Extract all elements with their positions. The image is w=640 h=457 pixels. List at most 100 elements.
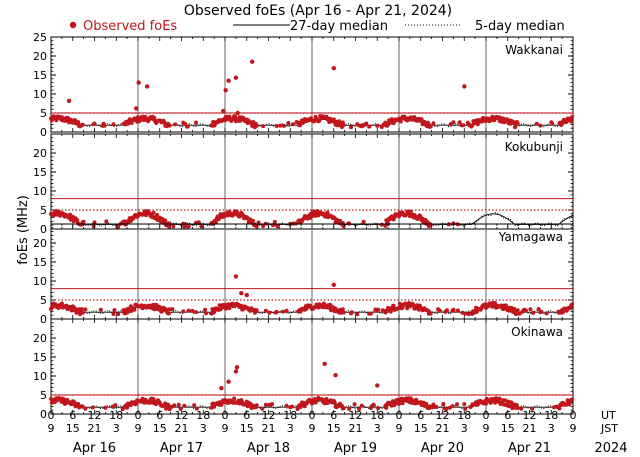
observed-spike-point [226,379,231,384]
x-day-label: Apr 17 [160,441,203,456]
observed-spike-point [233,274,239,279]
x-tick-label-ut: 6 [330,409,337,422]
x-tick-label-ut: 12 [262,409,276,422]
observed-point [152,115,157,120]
observed-point [341,224,346,229]
panel-wakkanai: 0 5 10 15 20 25 Wakkanai [33,31,575,139]
observed-point [263,308,268,313]
x-tick-label-jst: 15 [153,422,167,435]
observed-point [190,308,195,313]
x-tick-label-jst: 21 [88,422,102,435]
x-tick-label-jst: 21 [436,422,450,435]
observed-point [376,307,381,312]
x-tick-label-jst: 21 [523,422,537,435]
observed-point [83,406,88,411]
observed-point [234,209,239,214]
observed-point [104,219,109,224]
observed-point [455,402,459,407]
chart-title: Observed foEs (Apr 16 - Apr 21, 2024) [184,3,452,19]
x-tick-label-jst: 3 [200,422,207,435]
observed-point [237,214,242,219]
observed-point [484,401,488,406]
observed-point [186,308,191,313]
x-tick-label-ut: 0 [135,409,142,422]
observed-point [317,118,322,123]
x-tick-label-ut: 12 [523,409,537,422]
observed-spike-point [250,59,255,64]
x-tick-label-ut: 18 [109,409,123,422]
observed-point [361,219,366,224]
x-axis-year-label: 2024 [594,441,627,456]
x-tick-label-ut: 0 [48,409,55,422]
y-tick-label: 0 [40,126,47,139]
observed-point [102,123,107,128]
observed-point [519,406,524,411]
observed-spike-point [221,108,226,114]
observed-point [515,406,520,410]
observed-spike-point [226,78,231,83]
observed-point [536,307,541,311]
observed-spike-point [66,98,72,104]
y-tick-label: 25 [33,31,47,44]
observed-point [260,406,265,411]
y-tick-label: 5 [40,389,47,402]
observed-point [445,308,449,313]
y-tick-label: 15 [33,351,47,364]
x-tick-label-ut: 6 [243,409,250,422]
observed-point [570,397,575,402]
observed-point [254,308,259,313]
x-axis: UT JST 2024 0 6 12 18 0 6 12 18 0 6 12 18 0 6 12 18 0 6 12… [48,409,628,456]
x-tick-label-ut: 18 [544,409,558,422]
observed-point [523,308,528,313]
x-tick-label-ut: 6 [504,409,511,422]
x-tick-label-jst: 9 [396,422,403,435]
observed-point [270,402,275,407]
observed-point [275,224,280,229]
x-tick-label-ut: 6 [417,409,424,422]
observed-spike-point [322,361,327,366]
observed-point [113,403,118,408]
observed-point [132,307,137,312]
observed-point [51,213,56,218]
observed-spike-point [333,373,338,378]
x-tick-label-ut: 12 [436,409,450,422]
observed-point [389,117,394,122]
observed-point [384,405,389,410]
x-axis-ut-label: UT [601,409,616,422]
observed-point [341,123,346,127]
x-tick-label-ut: 0 [483,409,490,422]
observed-point [371,402,376,407]
observed-point [112,308,117,313]
observed-point [274,124,279,128]
observed-point [194,120,198,125]
observed-point [61,397,66,402]
observed-point [463,406,468,411]
observed-point [167,221,172,226]
observed-point [550,121,555,126]
observed-point [199,224,204,229]
observed-point [332,400,337,405]
observed-point [281,309,285,314]
observed-point [274,309,279,314]
y-axis-label: foEs (MHz) [16,195,31,265]
observed-point [227,306,232,311]
y-tick-label: 0 [40,223,47,236]
observed-point [176,402,181,407]
legend-observed-label: Observed foEs [83,19,177,34]
panel-yamagawa: 0 5 10 15 20 Yamagawa [33,223,575,326]
observed-spike-point [233,369,239,374]
x-tick-label-ut: 12 [88,409,102,422]
y-tick-label: 15 [33,166,47,179]
observed-point [281,123,286,128]
legend: Observed foEs 27-day median 5-day median [69,19,565,34]
observed-point [172,403,177,408]
observed-point [291,122,295,127]
observed-point [514,403,519,407]
observed-point [534,121,539,126]
x-tick-label-ut: 0 [222,409,229,422]
observed-point [355,312,360,317]
observed-spike-point [234,365,240,370]
legend-27day-label: 27-day median [290,19,388,34]
observed-point [457,120,462,125]
